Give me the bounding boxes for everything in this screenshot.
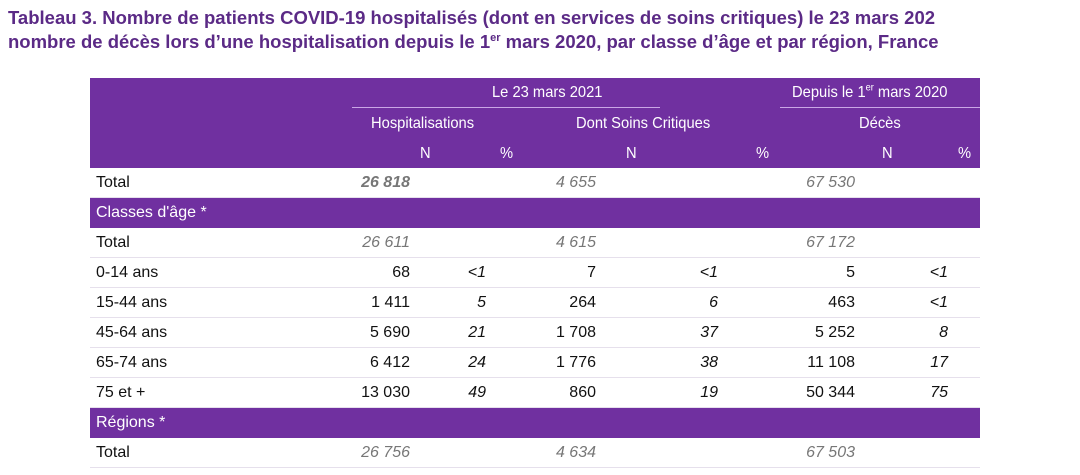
group-header-since: Depuis le 1er mars 2020 [792,82,948,102]
cell-deces-n: 463 [828,294,855,311]
cell-hosp-n: 1 411 [371,294,410,311]
row-label: 45-64 ans [96,324,168,341]
group-divider-1 [352,107,660,108]
cell-deces-n: 67 530 [806,174,855,191]
row-label: 75 et + [96,384,146,401]
cell-crit-pct: 37 [700,324,718,341]
cell-hosp-pct: 5 [477,294,486,311]
section-label: Classes d'âge * [96,204,207,221]
cell-deces-pct: 17 [930,354,948,371]
cell-crit-n: 4 655 [555,174,596,191]
cell-hosp-n: 13 030 [361,384,410,401]
row-label: Total [96,234,130,251]
section-label: Régions * [96,414,166,431]
cell-deces-n: 67 503 [806,444,855,461]
cell-crit-n: 4 634 [555,444,596,461]
column-header-soins-critiques: Dont Soins Critiques [576,115,711,132]
row-label: Total [96,174,130,191]
cell-hosp-pct: <1 [467,264,486,281]
subheader-pct-3: % [958,145,972,162]
cell-crit-n: 264 [569,294,596,311]
title-line-1: Tableau 3. Nombre de patients COVID-19 h… [8,7,936,28]
section-row-age: Classes d'âge * [90,198,980,228]
group-header-since-start: Depuis le 1 [792,84,866,101]
table-row: Total 26 611 4 615 67 172 [90,228,980,258]
cell-deces-n: 11 108 [807,354,855,371]
table-title: Tableau 3. Nombre de patients COVID-19 h… [8,6,1078,54]
cell-deces-n: 5 252 [814,324,855,341]
title-line-2: nombre de décès lors d’une hospitalisati… [8,30,1078,54]
section-row-regions: Régions * [90,408,980,438]
cell-crit-pct: 19 [700,384,718,401]
column-header-hospitalisations: Hospitalisations [371,115,475,132]
table-row: 15-44 ans 1 411 5 264 6 463 <1 [90,288,980,318]
cell-deces-pct: <1 [929,294,948,311]
table-header: Le 23 mars 2021 Depuis le 1er mars 2020 … [90,78,980,168]
cell-crit-pct: 38 [700,354,718,371]
cell-crit-n: 860 [569,384,596,401]
column-header-deces: Décès [859,115,901,132]
title-line-2-superscript: er [490,31,501,44]
group-header-date: Le 23 mars 2021 [492,84,603,101]
cell-crit-pct: 6 [709,294,718,311]
cell-hosp-n: 26 611 [362,234,410,251]
row-label: Total [96,444,130,461]
row-label: 65-74 ans [96,354,168,371]
data-table: Le 23 mars 2021 Depuis le 1er mars 2020 … [90,78,980,468]
cell-crit-n: 1 708 [555,324,596,341]
cell-hosp-n: 68 [392,264,410,281]
cell-crit-pct: <1 [699,264,718,281]
cell-hosp-n: 26 818 [361,174,410,191]
title-line-2-end: mars 2020, par classe d’âge et par régio… [500,31,939,52]
cell-hosp-n: 6 412 [369,354,410,371]
title-line-2-start: nombre de décès lors d’une hospitalisati… [8,31,491,52]
subheader-n-1: N [420,145,431,162]
table-row: 75 et + 13 030 49 860 19 50 344 75 [90,378,980,408]
group-header-since-superscript: er [865,82,874,94]
cell-hosp-n: 26 756 [361,444,410,461]
cell-deces-n: 5 [846,264,855,281]
cell-hosp-pct: 49 [468,384,486,401]
row-label: 15-44 ans [96,294,168,311]
subheader-n-2: N [626,145,637,162]
table-row: 0-14 ans 68 <1 7 <1 5 <1 [90,258,980,288]
subheader-n-3: N [882,145,893,162]
cell-crit-n: 1 776 [555,354,596,371]
cell-deces-n: 50 344 [806,384,855,401]
table-row: 45-64 ans 5 690 21 1 708 37 5 252 8 [90,318,980,348]
cell-deces-pct: 75 [930,384,948,401]
cell-deces-n: 67 172 [806,234,855,251]
group-divider-2 [780,107,980,108]
group-header-since-end: mars 2020 [873,84,948,101]
cell-crit-n: 7 [587,264,596,281]
table-row: Total 26 756 4 634 67 503 [90,438,980,468]
cell-deces-pct: <1 [929,264,948,281]
table-row: Total 26 818 4 655 67 530 [90,168,980,198]
subheader-pct-2: % [756,145,770,162]
cell-hosp-pct: 24 [468,354,486,371]
cell-hosp-n: 5 690 [369,324,410,341]
cell-deces-pct: 8 [939,324,948,341]
table-row: 65-74 ans 6 412 24 1 776 38 11 108 17 [90,348,980,378]
cell-crit-n: 4 615 [555,234,596,251]
subheader-pct-1: % [500,145,514,162]
cell-hosp-pct: 21 [468,324,486,341]
row-label: 0-14 ans [96,264,159,281]
